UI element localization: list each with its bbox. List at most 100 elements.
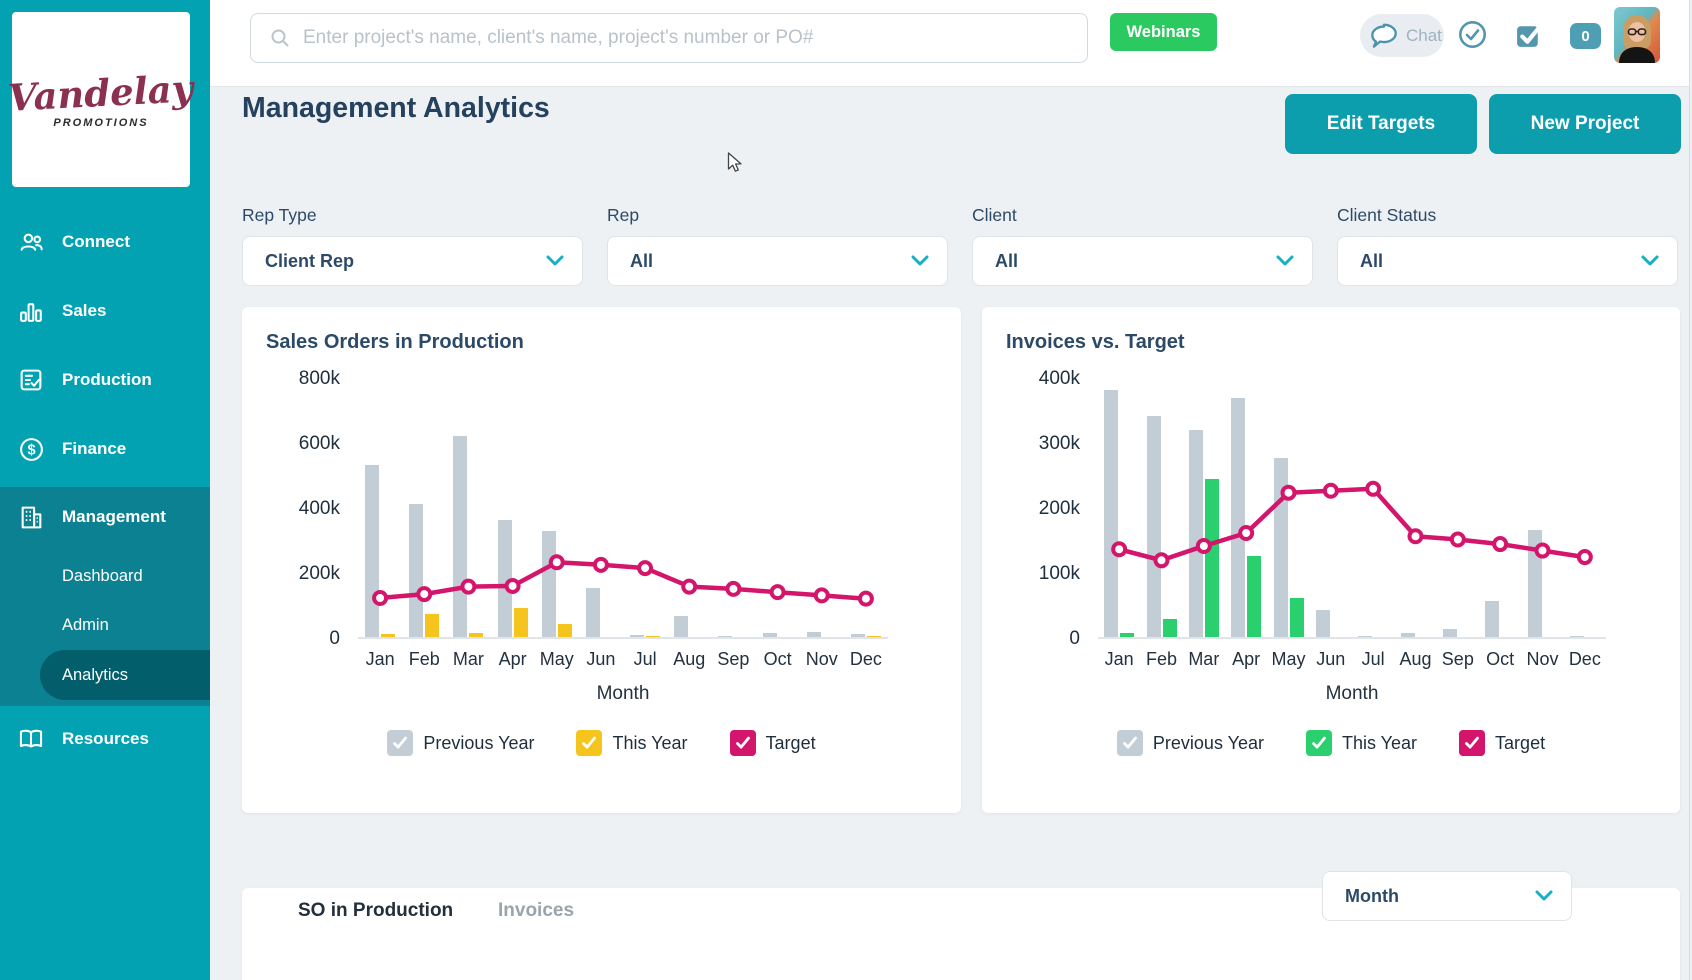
edit-targets-button[interactable]: Edit Targets — [1285, 94, 1477, 154]
bar-this-year[interactable] — [425, 614, 440, 637]
target-point[interactable] — [1407, 528, 1424, 545]
target-point[interactable] — [548, 554, 565, 571]
notification-count-badge[interactable]: 0 — [1570, 23, 1601, 49]
y-axis-tick-label: 0 — [329, 628, 340, 649]
legend-item-this-year[interactable]: This Year — [1305, 730, 1417, 756]
time-approval-icon[interactable] — [1457, 19, 1488, 50]
search-input[interactable] — [303, 27, 1087, 49]
target-line — [379, 560, 867, 601]
user-avatar[interactable] — [1614, 7, 1660, 63]
client-status-select[interactable]: All — [1337, 236, 1678, 286]
target-point[interactable] — [460, 578, 477, 595]
sidebar-subitem-dashboard[interactable]: Dashboard — [0, 559, 210, 593]
bar-previous-year[interactable] — [1104, 390, 1119, 637]
bar-this-year[interactable] — [866, 635, 881, 637]
bar-this-year[interactable] — [381, 634, 396, 637]
sidebar-subitem-admin[interactable]: Admin — [0, 608, 210, 642]
x-axis-tick-label: Jan — [365, 649, 395, 669]
sidebar-item-management[interactable]: Management — [0, 494, 210, 540]
month-granularity-select[interactable]: Month — [1322, 871, 1572, 921]
target-point[interactable] — [504, 577, 521, 594]
chat-label: Chat — [1406, 25, 1442, 45]
target-point[interactable] — [681, 578, 698, 595]
bar-previous-year[interactable] — [497, 520, 512, 637]
legend-item-target[interactable]: Target — [1459, 730, 1545, 756]
bar-previous-year[interactable] — [1485, 601, 1500, 637]
target-point[interactable] — [1492, 536, 1509, 553]
bar-previous-year[interactable] — [409, 503, 424, 637]
target-point[interactable] — [1322, 482, 1339, 499]
target-point[interactable] — [1280, 484, 1297, 501]
bar-this-year[interactable] — [513, 607, 528, 637]
bar-previous-year[interactable] — [1146, 416, 1161, 637]
bar-previous-year[interactable] — [718, 635, 733, 637]
scrollbar-track[interactable] — [1689, 0, 1692, 980]
sidebar-item-sales[interactable]: Sales — [0, 288, 210, 334]
sidebar-subitem-analytics[interactable]: Analytics — [0, 658, 210, 692]
bar-this-year[interactable] — [1204, 479, 1219, 637]
legend-checkbox-checked[interactable] — [1305, 730, 1332, 756]
target-point[interactable] — [1365, 480, 1382, 497]
webinars-button[interactable]: Webinars — [1110, 13, 1217, 51]
bar-previous-year[interactable] — [1400, 633, 1415, 637]
target-point[interactable] — [1111, 541, 1128, 558]
bar-this-year[interactable] — [1120, 633, 1135, 637]
company-logo[interactable]: Vandelay PROMOTIONS — [7, 12, 195, 187]
bar-previous-year[interactable] — [1188, 430, 1203, 637]
target-point[interactable] — [1153, 552, 1170, 569]
target-point[interactable] — [769, 584, 786, 601]
client-select[interactable]: All — [972, 236, 1313, 286]
rep-select[interactable]: All — [607, 236, 948, 286]
target-point[interactable] — [637, 560, 654, 577]
target-point[interactable] — [416, 586, 433, 603]
bar-previous-year[interactable] — [1315, 609, 1330, 637]
bar-previous-year[interactable] — [806, 632, 821, 637]
target-point[interactable] — [592, 556, 609, 573]
bar-this-year[interactable] — [1289, 598, 1304, 637]
bar-previous-year[interactable] — [1358, 635, 1373, 637]
legend-item-this-year[interactable]: This Year — [576, 730, 688, 756]
sidebar-item-connect[interactable]: Connect — [0, 219, 210, 265]
legend-checkbox-checked[interactable] — [729, 730, 756, 756]
target-point[interactable] — [372, 590, 389, 606]
bar-this-year[interactable] — [646, 635, 661, 637]
tasks-check-icon[interactable] — [1514, 19, 1545, 50]
bar-previous-year[interactable] — [850, 634, 865, 637]
target-point[interactable] — [1449, 531, 1466, 548]
legend-checkbox-checked[interactable] — [1116, 730, 1143, 756]
bar-previous-year[interactable] — [1569, 635, 1584, 637]
sidebar-item-resources[interactable]: Resources — [0, 716, 210, 762]
bar-previous-year[interactable] — [762, 633, 777, 637]
legend-item-previous-year[interactable]: Previous Year — [1116, 730, 1264, 756]
target-point[interactable] — [725, 580, 742, 597]
sidebar-item-finance[interactable]: $ Finance — [0, 426, 210, 472]
bar-this-year[interactable] — [469, 633, 484, 637]
rep-type-select[interactable]: Client Rep — [242, 236, 583, 286]
bar-this-year[interactable] — [557, 624, 572, 637]
target-point[interactable] — [1534, 542, 1551, 559]
chat-button[interactable]: Chat — [1360, 14, 1444, 57]
bar-previous-year[interactable] — [674, 615, 689, 637]
bar-this-year[interactable] — [1247, 555, 1262, 637]
legend-checkbox-checked[interactable] — [387, 730, 414, 756]
new-project-button[interactable]: New Project — [1489, 94, 1681, 154]
x-axis-tick-label: Jun — [1316, 649, 1346, 669]
legend-checkbox-checked[interactable] — [576, 730, 603, 756]
bar-previous-year[interactable] — [1442, 629, 1457, 637]
bar-previous-year[interactable] — [1231, 397, 1246, 637]
tab-so-in-production[interactable]: SO in Production — [298, 900, 454, 921]
sidebar-item-production[interactable]: Production — [0, 357, 210, 403]
tab-invoices[interactable]: Invoices — [498, 900, 575, 921]
bar-this-year[interactable] — [1162, 618, 1177, 637]
legend-checkbox-checked[interactable] — [1459, 730, 1486, 756]
target-point[interactable] — [857, 590, 874, 607]
target-point[interactable] — [1576, 549, 1593, 566]
target-line — [1118, 486, 1586, 563]
bar-previous-year[interactable] — [585, 588, 600, 637]
target-point[interactable] — [813, 587, 830, 604]
bar-previous-year[interactable] — [630, 635, 645, 637]
legend-item-target[interactable]: Target — [729, 730, 816, 756]
target-point[interactable] — [1195, 538, 1212, 554]
target-point[interactable] — [1238, 525, 1255, 541]
legend-item-previous-year[interactable]: Previous Year — [387, 730, 534, 756]
